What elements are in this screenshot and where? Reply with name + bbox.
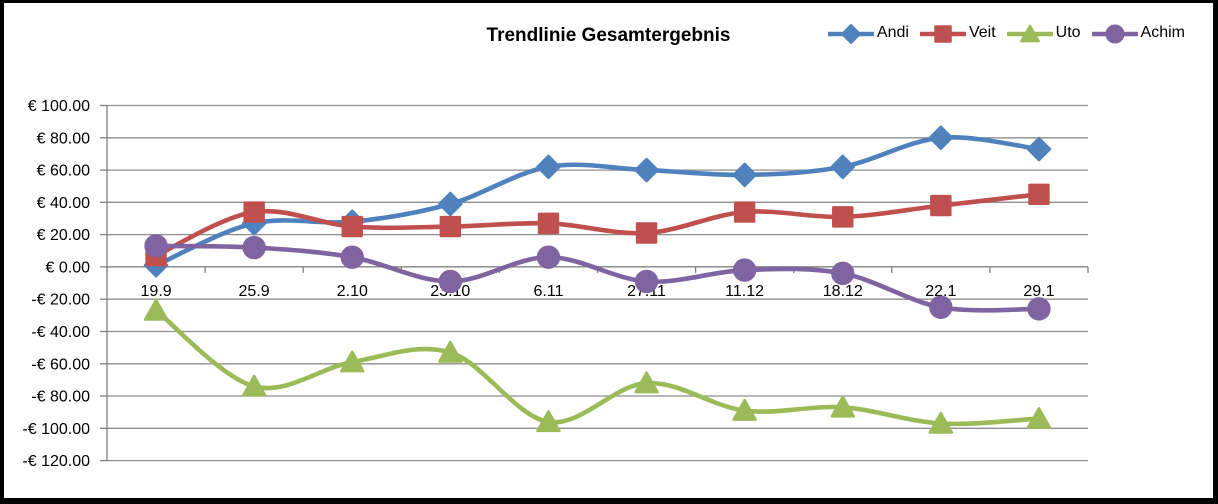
marker-achim-circle [438,269,463,294]
marker-andi-diamond [928,125,954,151]
marker-achim-circle [242,235,266,260]
marker-veit-square [930,194,952,217]
marker-achim-circle [536,245,561,269]
marker-achim-circle [732,258,757,282]
legend-label: Andi [876,24,909,41]
y-tick-label: € 100.00 [28,98,90,115]
legend-item-andi: Andi [827,24,909,44]
legend-item-achim: Achim [1091,24,1185,44]
marker-uto-triangle [143,298,169,321]
marker-uto-triangle [928,411,954,434]
marker-uto-triangle [241,374,267,397]
marker-uto-triangle [1026,406,1052,429]
legend-marker-uto-icon [1006,24,1053,44]
marker-veit-square [1028,183,1050,205]
legend-label: Veit [968,24,996,41]
legend-marker-veit-icon [919,24,966,44]
marker-veit-square [439,215,462,238]
legend-label: Achim [1140,24,1185,41]
marker-veit-square [832,206,854,228]
chart-plot-area: € 100.00 € 80.00 € 60.00 € 40.00 € 20.00 € 0.… [22,98,1089,470]
legend-item-uto: Uto [1006,24,1081,44]
series-line-achim [153,243,1042,313]
marker-andi-diamond [1026,136,1052,162]
legend-item-veit: Veit [919,24,996,44]
y-tick-label: -€ 100.00 [22,421,90,438]
y-tick-label: € 20.00 [37,227,90,244]
marker-andi-diamond [438,191,463,217]
marker-uto-triangle [634,371,659,394]
marker-achim-circle [144,234,168,258]
marker-veit-square [733,201,756,223]
marker-uto-triangle [732,398,757,421]
marker-andi-diamond [732,162,757,188]
y-tick-label: -€ 60.00 [31,356,90,373]
x-tick-label: 22.1 [925,283,956,300]
chart-title: Trendlinie Gesamtergebnis [486,25,731,46]
marker-uto-triangle [340,350,365,373]
marker-achim-circle [929,295,953,319]
marker-uto-triangle [536,410,561,433]
x-tick-label: 19.9 [141,283,172,300]
marker-achim-circle [340,245,364,269]
y-tick-label: € 40.00 [37,195,90,212]
y-tick-label: -€ 120.00 [22,453,90,470]
marker-veit-square [243,201,265,223]
x-tick-label: 6.11 [534,283,564,300]
y-tick-label: -€ 20.00 [31,292,90,309]
marker-andi-diamond [830,154,855,180]
x-tick-label: 29.1 [1023,283,1054,300]
marker-veit-square [537,212,560,235]
x-tick-label: 25.9 [239,283,270,300]
marker-achim-circle [1027,297,1051,321]
y-tick-label: -€ 80.00 [31,389,90,406]
x-tick-label: 2.10 [337,283,368,300]
marker-andi-diamond [634,157,659,183]
series-line-uto [153,308,1042,427]
marker-achim-circle [634,269,659,294]
marker-achim-circle [831,261,855,285]
y-tick-label: € 80.00 [37,130,90,147]
y-tick-label: € 0.00 [46,259,91,276]
legend-marker-achim-icon [1091,24,1138,44]
marker-uto-triangle [438,340,463,363]
marker-andi-diamond [536,154,561,180]
y-tick-label: € 60.00 [37,163,90,180]
legend-label: Uto [1055,24,1081,41]
series-line-andi [153,135,1042,268]
x-tick-label: 11.12 [725,283,764,300]
marker-veit-square [341,215,363,238]
legend: Andi Veit Uto Achim [827,24,1185,44]
legend-marker-andi-icon [827,24,874,44]
marker-uto-triangle [830,395,855,418]
marker-veit-square [635,222,658,244]
x-tick-label: 18.12 [823,283,863,300]
y-tick-label: -€ 40.00 [31,324,90,341]
series-line-veit [153,192,1042,258]
